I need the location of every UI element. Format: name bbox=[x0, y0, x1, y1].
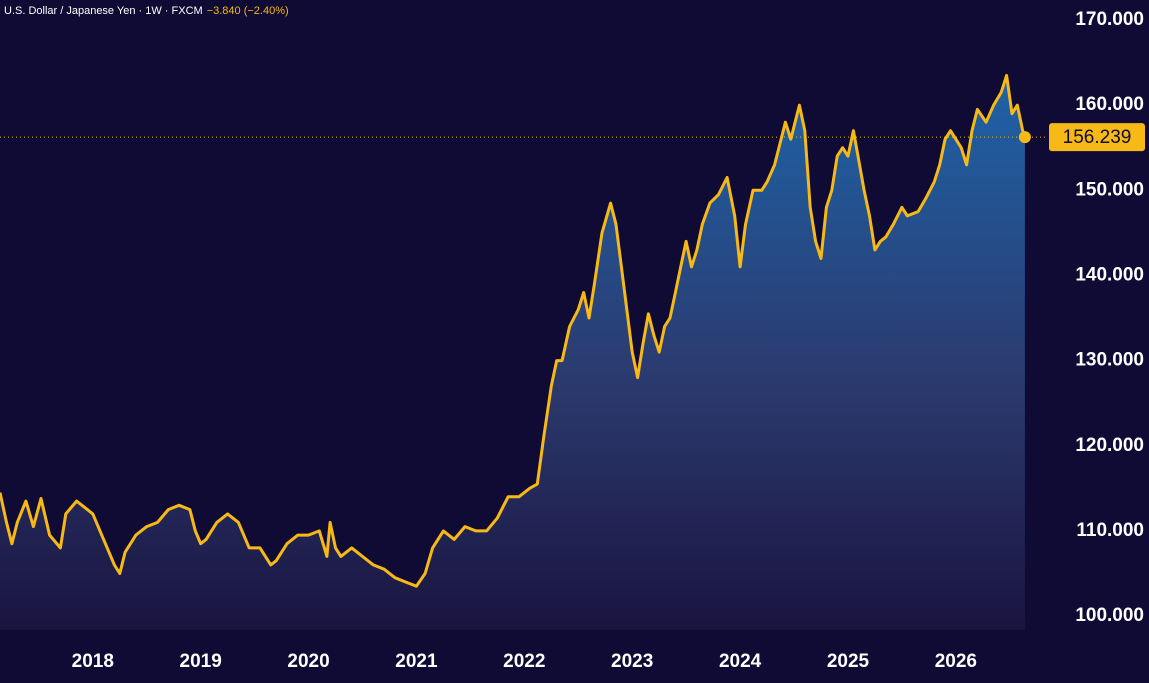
price-line bbox=[0, 73, 1027, 588]
area-fill bbox=[0, 75, 1025, 630]
last-price-label: 156.239 bbox=[1063, 127, 1132, 148]
chart-title: U.S. Dollar / Japanese Yen · 1W · FXCM bbox=[4, 5, 203, 17]
x-tick-label: 2022 bbox=[503, 651, 545, 672]
x-tick-label: 2020 bbox=[287, 651, 329, 672]
x-tick-label: 2024 bbox=[719, 651, 762, 672]
y-tick-label: 170.000 bbox=[1075, 9, 1144, 30]
price-change: −3.840 (−2.40%) bbox=[207, 5, 289, 17]
x-tick-label: 2018 bbox=[72, 651, 114, 672]
y-tick-label: 100.000 bbox=[1075, 605, 1144, 626]
last-price-dot bbox=[1018, 131, 1031, 144]
last-price-box bbox=[1049, 123, 1145, 152]
x-tick-label: 2021 bbox=[395, 651, 438, 672]
x-tick-label: 2023 bbox=[611, 651, 653, 672]
y-tick-label: 120.000 bbox=[1075, 435, 1144, 456]
y-tick-label: 110.000 bbox=[1076, 520, 1144, 541]
chart-header: U.S. Dollar / Japanese Yen · 1W · FXCM −3… bbox=[4, 5, 289, 17]
y-tick-label: 160.000 bbox=[1075, 94, 1144, 115]
y-tick-label: 130.000 bbox=[1075, 350, 1144, 371]
x-tick-label: 2019 bbox=[180, 651, 222, 672]
y-tick-label: 140.000 bbox=[1075, 264, 1144, 285]
x-tick-label: 2026 bbox=[935, 651, 977, 672]
y-tick-label: 150.000 bbox=[1075, 179, 1144, 200]
x-tick-label: 2025 bbox=[827, 651, 870, 672]
